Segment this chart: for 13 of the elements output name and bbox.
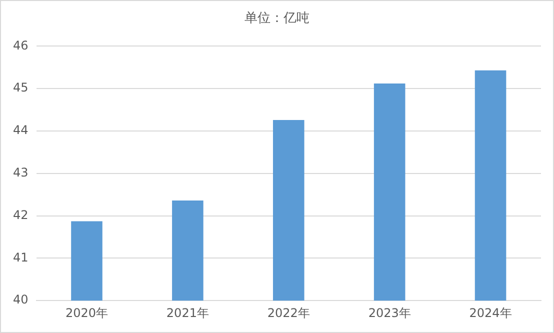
- x-tick-label: 2021年: [166, 306, 209, 320]
- x-tick-label: 2024年: [469, 306, 512, 320]
- y-tick-label: 43: [12, 166, 28, 180]
- y-tick-label: 40: [12, 292, 28, 307]
- x-tick-label: 2020年: [65, 306, 108, 320]
- y-tick-label: 42: [12, 208, 28, 222]
- x-tick-label: 2022年: [267, 306, 310, 320]
- y-tick-label: 46: [12, 38, 28, 52]
- y-tick-label: 45: [12, 80, 28, 95]
- y-tick-label: 41: [12, 250, 28, 264]
- chart-title: 单位：亿吨: [244, 10, 310, 27]
- y-tick-label: 44: [12, 123, 28, 138]
- x-tick-label: 2023年: [368, 306, 411, 320]
